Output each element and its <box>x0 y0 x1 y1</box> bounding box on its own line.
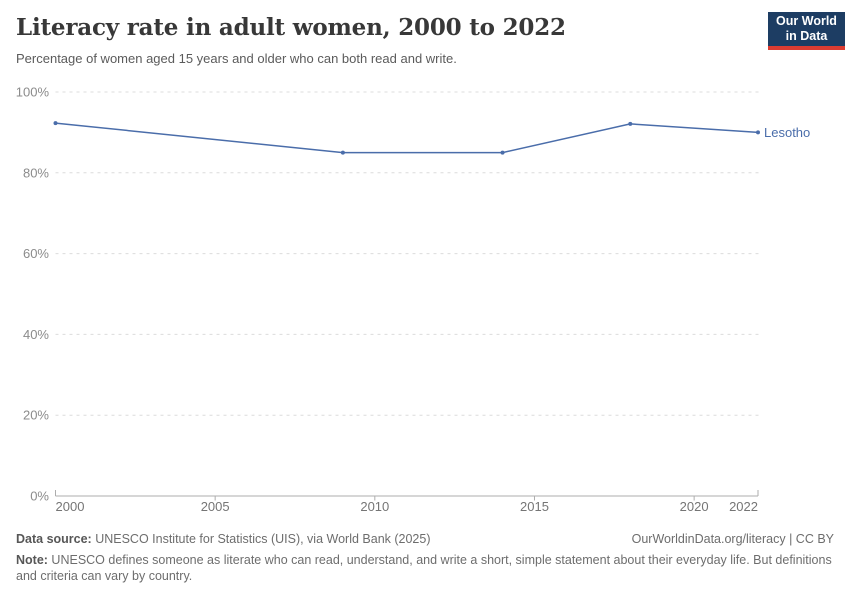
data-point <box>500 150 505 155</box>
citation-link[interactable]: OurWorldinData.org/literacy | CC BY <box>631 532 834 546</box>
page-subtitle: Percentage of women aged 15 years and ol… <box>16 51 457 66</box>
y-tick-label: 80% <box>23 165 49 180</box>
note-line: Note: UNESCO defines someone as literate… <box>16 552 834 585</box>
data-point <box>340 150 345 155</box>
page-title: Literacy rate in adult women, 2000 to 20… <box>16 14 566 41</box>
data-point <box>628 121 633 126</box>
note-label: Note: <box>16 552 48 567</box>
owid-logo-line1: Our World <box>776 14 837 28</box>
y-tick-label: 60% <box>23 246 49 261</box>
chart-footer: Data source: UNESCO Institute for Statis… <box>16 531 834 585</box>
line-chart-canvas: 0% 20% 40% 60% 80% 100% 2000 2005 2010 2015 2020 20… <box>16 85 762 514</box>
series-label-lesotho: Lesotho <box>764 125 811 140</box>
owid-logo: Our World in Data <box>768 12 845 50</box>
note-text: UNESCO defines someone as literate who c… <box>16 552 832 584</box>
y-tick-label: 20% <box>23 408 49 423</box>
data-source-line: Data source: UNESCO Institute for Statis… <box>16 531 431 548</box>
data-source-text: UNESCO Institute for Statistics (UIS), v… <box>91 532 431 546</box>
y-tick-label: 100% <box>16 85 50 100</box>
data-point <box>53 121 58 126</box>
data-source-label: Data source: <box>16 532 92 546</box>
x-tick-label: 2022 <box>729 499 758 514</box>
x-tick-label: 2020 <box>680 499 709 514</box>
x-tick-label: 2010 <box>360 499 389 514</box>
x-tick-label: 2015 <box>520 499 549 514</box>
x-tick-label: 2000 <box>56 499 85 514</box>
data-point <box>756 130 760 135</box>
y-tick-label: 40% <box>23 327 49 342</box>
data-line <box>54 122 759 154</box>
owid-logo-line2: in Data <box>785 29 828 43</box>
x-tick-label: 2005 <box>201 499 230 514</box>
y-tick-label: 0% <box>30 489 49 504</box>
